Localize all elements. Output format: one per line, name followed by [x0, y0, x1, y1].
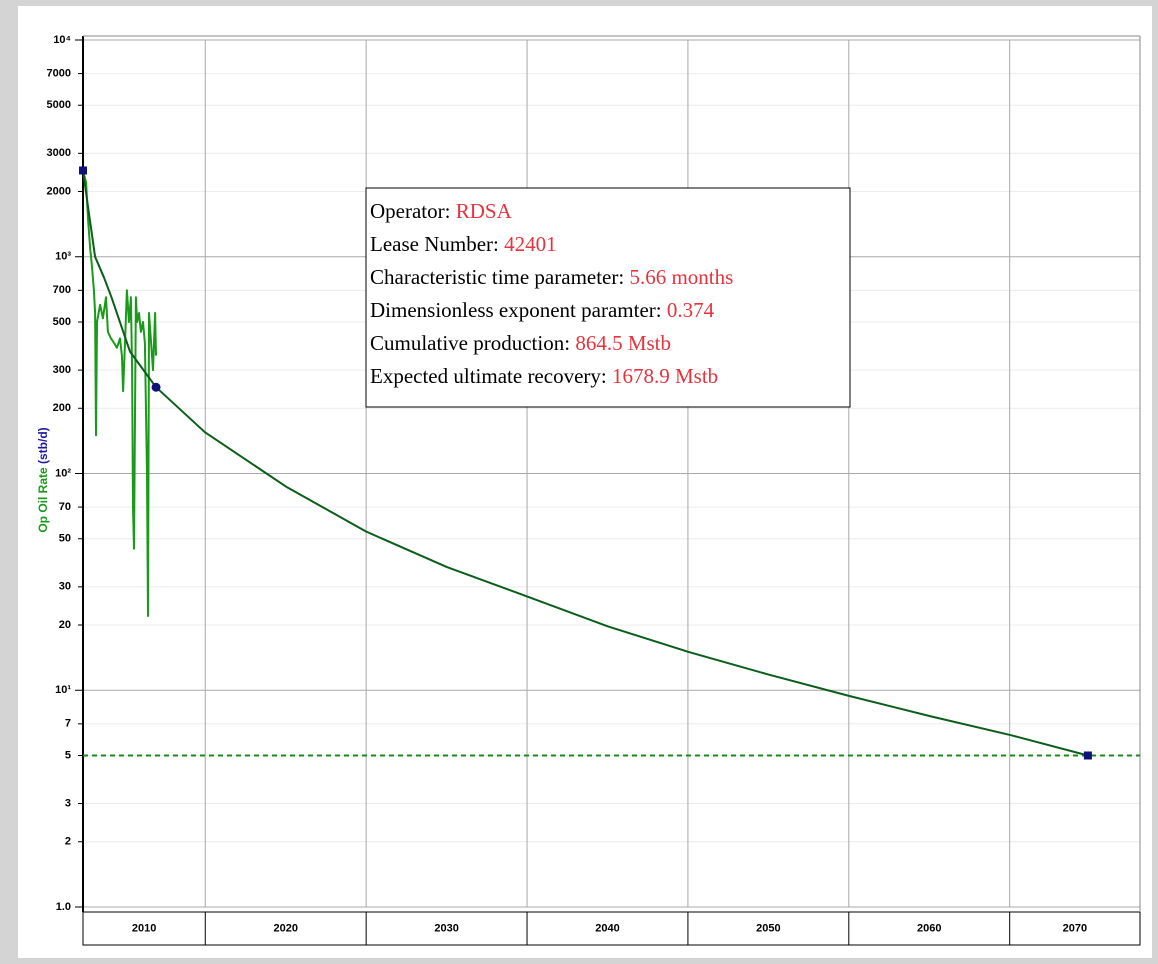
y-tick-label: 700	[53, 284, 71, 296]
y-tick-label: 200	[53, 402, 71, 414]
y-tick-label: 300	[53, 364, 71, 376]
annotation-line: Cumulative production: 864.5 Mstb	[370, 331, 671, 355]
marker	[1083, 751, 1092, 760]
y-tick-label: 10⁴	[53, 34, 71, 46]
y-tick-label: 50	[59, 533, 71, 545]
y-tick-label: 10³	[55, 251, 71, 263]
x-tick-label: 2070	[1063, 922, 1087, 934]
y-tick-label: 2	[65, 836, 71, 848]
annotation-label: Cumulative production:	[370, 331, 570, 355]
annotation-value: RDSA	[456, 199, 513, 223]
panel	[18, 6, 1152, 958]
annotation-label: Lease Number:	[370, 232, 499, 256]
annotation-label: Dimensionless exponent paramter:	[370, 298, 662, 322]
y-tick-label: 3000	[47, 147, 71, 159]
y-tick-label: 70	[59, 501, 71, 513]
marker	[79, 166, 87, 175]
x-tick-label: 2040	[595, 922, 619, 934]
annotation-label: Expected ultimate recovery:	[370, 364, 607, 388]
y-axis-label: Op Oil Rate (stb/d)	[36, 427, 50, 532]
annotation-value: 42401	[504, 232, 557, 256]
y-axis-unit: (stb/d)	[36, 427, 50, 464]
annotation-label: Characteristic time parameter:	[370, 265, 624, 289]
y-tick-label: 20	[59, 619, 71, 631]
annotation-line: Dimensionless exponent paramter: 0.374	[370, 298, 715, 322]
series-line	[82, 170, 157, 617]
annotation-label: Operator:	[370, 199, 450, 223]
annotation-value: 0.374	[667, 298, 715, 322]
x-tick-label: 2030	[434, 922, 458, 934]
y-tick-label: 7	[65, 718, 71, 730]
annotation-value: 864.5 Mstb	[575, 331, 671, 355]
annotation-line: Lease Number: 42401	[370, 232, 557, 256]
x-tick-label: 2010	[132, 922, 156, 934]
annotation-line: Operator: RDSA	[370, 199, 513, 223]
annotation-line: Characteristic time parameter: 5.66 mont…	[370, 265, 733, 289]
y-tick-label: 10²	[55, 467, 71, 479]
x-tick-label: 2020	[273, 922, 297, 934]
y-tick-label: 500	[53, 316, 71, 328]
x-tick-label: 2060	[917, 922, 941, 934]
x-tick-label: 2050	[756, 922, 780, 934]
y-tick-label: 5000	[47, 99, 71, 111]
x-axis-strip	[82, 911, 1141, 946]
annotation-value: 1678.9 Mstb	[612, 364, 718, 388]
annotation-line: Expected ultimate recovery: 1678.9 Mstb	[370, 364, 718, 388]
y-tick-label: 7000	[47, 67, 71, 79]
marker	[151, 382, 161, 392]
annotation-box	[365, 187, 851, 408]
series-line	[82, 170, 1089, 757]
y-tick-label: 10¹	[55, 684, 71, 696]
y-tick-label: 5	[65, 749, 71, 761]
y-tick-label: 3	[65, 797, 71, 809]
y-tick-label: 30	[59, 581, 71, 593]
annotation-value: 5.66 months	[629, 265, 733, 289]
y-tick-label: 2000	[47, 185, 71, 197]
y-axis-label-name: Op Oil Rate	[36, 467, 50, 533]
y-tick-label: 1.0	[56, 901, 71, 913]
